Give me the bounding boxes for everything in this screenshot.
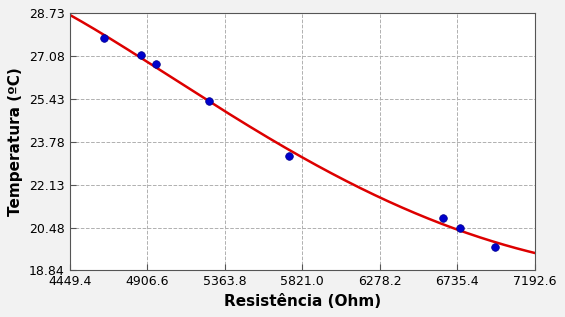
Point bbox=[438, 216, 447, 221]
Point bbox=[284, 153, 293, 158]
Point bbox=[152, 61, 161, 67]
Point bbox=[136, 53, 145, 58]
Point bbox=[205, 99, 214, 104]
Point bbox=[99, 36, 108, 41]
Point bbox=[455, 226, 464, 231]
X-axis label: Resistência (Ohm): Resistência (Ohm) bbox=[224, 294, 381, 309]
Y-axis label: Temperatura (ºC): Temperatura (ºC) bbox=[8, 68, 23, 216]
Point bbox=[491, 245, 500, 250]
